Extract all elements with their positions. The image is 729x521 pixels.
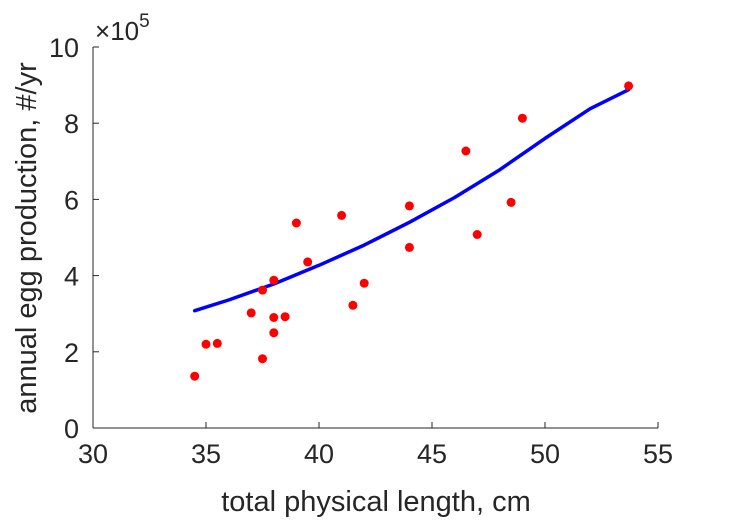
data-point (258, 354, 267, 364)
y-axis-label: annual egg production, #/yr (11, 62, 43, 414)
fit-line (192, 87, 631, 313)
marks (190, 81, 634, 381)
y-exponent-label: ×105 (95, 11, 150, 46)
data-point (269, 275, 279, 285)
y-tick-label: 8 (64, 109, 79, 139)
data-point (337, 210, 347, 220)
x-tick-label: 50 (530, 439, 560, 469)
data-point (269, 313, 279, 322)
ticks: 30 35 40 45 50 55 0 2 4 6 8 10 (49, 33, 673, 469)
x-tick-label: 35 (191, 439, 221, 469)
data-point (359, 278, 369, 288)
data-point (291, 218, 301, 228)
data-point (348, 300, 358, 310)
data-point (303, 257, 313, 267)
data-point (201, 339, 211, 349)
x-tick-label: 40 (304, 439, 334, 469)
data-point (246, 308, 256, 318)
data-point (258, 285, 267, 295)
data-point (280, 312, 290, 322)
data-point (190, 371, 200, 381)
data-point (472, 230, 482, 239)
data-point (461, 146, 471, 156)
x-axis-label: total physical length, cm (221, 486, 530, 518)
y-tick-label: 2 (64, 338, 79, 368)
y-tick-label: 6 (64, 185, 79, 215)
data-point (624, 81, 634, 91)
axes (92, 47, 658, 429)
data-point (517, 113, 527, 123)
y-tick-label: 4 (64, 262, 79, 292)
x-tick-label: 55 (643, 439, 673, 469)
x-tick-label: 45 (417, 439, 447, 469)
y-tick-label: 10 (49, 33, 79, 63)
y-exponent-power: 5 (139, 11, 150, 32)
y-exponent-base: 10 (110, 16, 139, 46)
y-exponent-times: × (95, 16, 110, 46)
data-point (269, 328, 279, 338)
x-tick-label: 30 (78, 439, 108, 469)
data-point (404, 242, 414, 252)
data-point (212, 338, 222, 348)
data-point (404, 201, 414, 211)
y-tick-label: 0 (64, 414, 79, 444)
data-point (506, 197, 516, 207)
